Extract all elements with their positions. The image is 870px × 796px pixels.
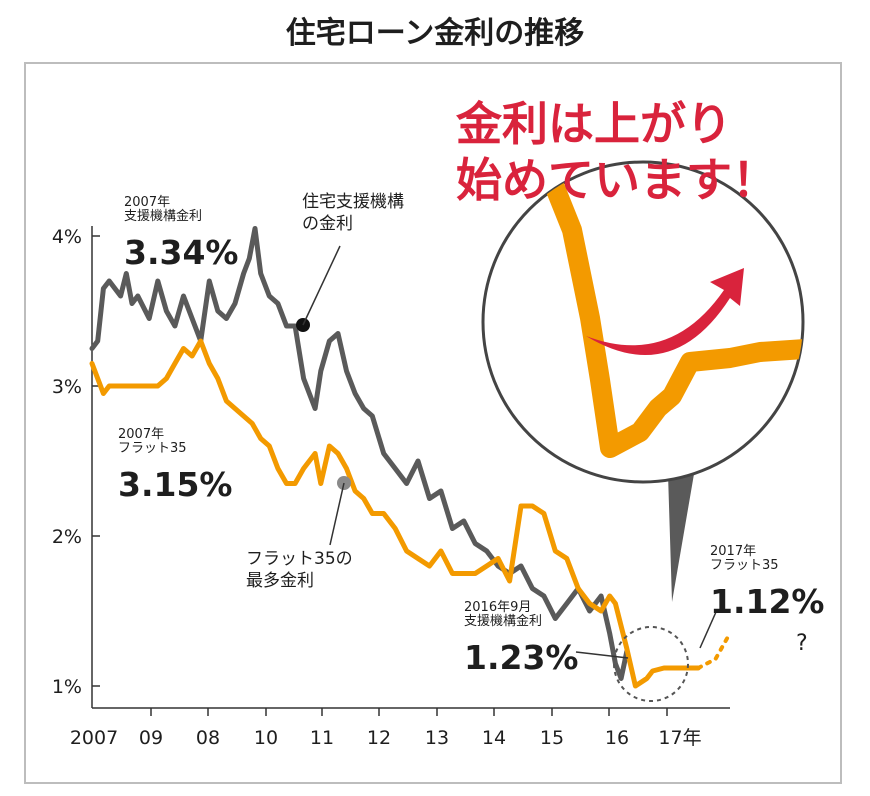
label-2016-leader-line <box>575 651 629 659</box>
x-tick-label: 13 <box>425 727 449 749</box>
annotation-text: 最多金利 <box>246 571 314 591</box>
magnifier-circle <box>481 160 805 484</box>
headline-line2: 始めています！ <box>456 153 778 207</box>
y-tick-label: 2% <box>52 526 82 548</box>
x-tick-label: 15 <box>540 727 564 749</box>
annotation-small-text: 2007年 <box>118 427 164 442</box>
annotation-small-text: 2007年 <box>124 195 170 210</box>
annotation-small-text: フラット35 <box>118 441 187 456</box>
magnifier-target-circle <box>613 626 689 702</box>
annotation-small-text: フラット35 <box>710 558 779 573</box>
x-tick-label: 12 <box>367 727 391 749</box>
annotation-small-text: 2017年 <box>710 544 756 559</box>
question-mark: ? <box>796 631 808 656</box>
x-tick-label: 11 <box>310 727 334 749</box>
axes-group: 4% 3% 2% 1% 2007 09 08 10 11 12 13 14 15 16 17年 <box>52 226 730 749</box>
series-line-forecast <box>696 631 732 670</box>
annotation-small-text: 支援機構金利 <box>124 208 202 224</box>
zoom-rising-arrow <box>586 268 744 356</box>
annotation-value: 1.23% <box>464 638 579 677</box>
annotation-group: 2007年支援機構金利3.34%住宅支援機構の金利2007年フラット353.15… <box>118 192 825 677</box>
annotation-text: 住宅支援機構 <box>302 192 404 212</box>
annotation-value: 1.12% <box>710 582 825 621</box>
annotation-text: フラット35の <box>246 549 353 569</box>
annotation-value: 3.34% <box>124 233 239 272</box>
flat35-leader-line <box>329 482 345 546</box>
x-tick-label: 10 <box>254 727 278 749</box>
agency-leader-line <box>302 245 341 326</box>
label-2017-leader-line <box>699 611 717 649</box>
chart-frame <box>24 62 842 784</box>
series-line-flat35 <box>89 338 701 689</box>
x-tick-label: 09 <box>139 727 163 749</box>
x-tick-label: 14 <box>482 727 506 749</box>
series-group <box>89 226 732 689</box>
annotation-text: の金利 <box>302 214 353 234</box>
y-tick-label: 4% <box>52 226 82 248</box>
series-line-housing-agency <box>89 226 630 681</box>
zoom-flat35-line <box>530 162 803 458</box>
x-tick-label: 16 <box>605 727 629 749</box>
x-tick-label: 2007 <box>70 727 118 749</box>
y-tick-label: 1% <box>52 676 82 698</box>
magnifier-pointer <box>668 474 694 602</box>
x-tick-label: 08 <box>196 727 220 749</box>
annotation-small-text: 2016年9月 <box>464 600 531 615</box>
annotation-small-text: 支援機構金利 <box>464 613 542 629</box>
headline-line1: 金利は上がり <box>455 97 732 151</box>
chart-title: 住宅ローン金利の推移 <box>285 16 585 51</box>
y-tick-label: 3% <box>52 376 82 398</box>
annotation-value: 3.15% <box>118 465 233 504</box>
x-tick-label: 17年 <box>658 727 701 749</box>
